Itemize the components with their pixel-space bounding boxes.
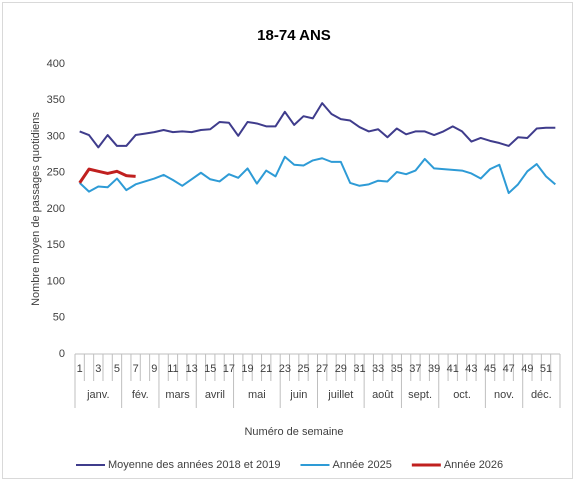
x-tick-label: 3 [95,363,101,375]
x-tick-label: 37 [409,363,421,375]
x-tick-label: 39 [428,363,440,375]
x-tick-label: 33 [372,363,384,375]
month-label: juin [289,389,307,401]
y-tick-label: 300 [47,130,65,142]
x-tick-label: 5 [114,363,120,375]
legend-label: Année 2026 [444,459,503,471]
x-tick-label: 7 [133,363,139,375]
y-tick-label: 200 [47,203,65,215]
y-tick-label: 400 [47,58,65,70]
month-label: août [372,389,393,401]
series-line [79,102,556,149]
x-tick-label: 41 [447,363,459,375]
chart-title: 18-74 ANS [257,27,331,44]
x-tick-label: 43 [465,363,477,375]
y-tick-label: 150 [47,239,65,251]
x-tick-label: 15 [204,363,216,375]
x-tick-label: 27 [316,363,328,375]
x-tick-label: 31 [353,363,365,375]
month-label: nov. [494,389,514,401]
x-tick-label: 23 [279,363,291,375]
month-label: mars [165,389,190,401]
x-tick-label: 25 [297,363,309,375]
y-axis-title: Nombre moyen de passages quotidiens [30,112,42,306]
month-label: fév. [132,389,149,401]
x-tick-label: 51 [540,363,552,375]
month-label: janv. [86,389,109,401]
x-tick-label: 17 [223,363,235,375]
y-tick-label: 350 [47,94,65,106]
series-line [78,155,556,195]
legend-label: Moyenne des années 2018 et 2019 [108,459,280,471]
x-tick-label: 13 [185,363,197,375]
month-label: mai [248,389,266,401]
month-label: déc. [531,389,552,401]
x-tick-label: 35 [391,363,403,375]
x-tick-label: 1 [77,363,83,375]
series-line [78,167,136,184]
y-tick-label: 250 [47,167,65,179]
x-tick-label: 11 [167,363,178,375]
x-tick-label: 19 [241,363,253,375]
x-tick-label: 49 [521,363,533,375]
x-tick-label: 9 [151,363,157,375]
x-tick-label: 21 [260,363,272,375]
x-tick-label: 29 [335,363,347,375]
month-label: sept. [408,389,432,401]
month-label: oct. [453,389,471,401]
x-axis-title: Numéro de semaine [244,426,343,438]
y-tick-label: 0 [59,348,65,360]
y-tick-label: 50 [53,312,65,324]
legend-label: Année 2025 [332,459,391,471]
y-tick-label: 100 [47,275,65,287]
month-label: avril [205,389,225,401]
month-label: juillet [327,389,353,401]
x-tick-label: 47 [503,363,515,375]
x-tick-label: 45 [484,363,496,375]
